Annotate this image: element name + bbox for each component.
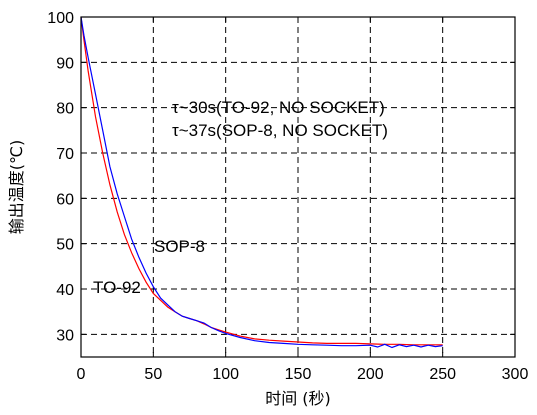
y-tick-label: 30	[56, 327, 74, 344]
series-layer	[80, 16, 443, 349]
x-tick-label: 300	[502, 366, 529, 383]
tick-layer: 0 50 100 150 200 250 300 30 40 50 60 70 80 90 100	[47, 10, 528, 383]
x-tick-label: 50	[144, 366, 162, 383]
series-label-to92: TO-92	[93, 278, 141, 297]
series-line-to-92	[80, 16, 443, 346]
y-axis-label: 输出温度(℃)	[7, 140, 26, 234]
y-tick-label: 100	[47, 10, 74, 27]
x-tick-label: 200	[357, 366, 384, 383]
y-tick-label: 40	[56, 282, 74, 299]
y-tick-label: 70	[56, 146, 74, 163]
annotation-sop8-tau: τ~37s(SOP-8, NO SOCKET)	[172, 121, 388, 140]
series-label-sop8: SOP-8	[154, 237, 205, 256]
x-tick-label: 150	[285, 366, 312, 383]
grid	[81, 17, 515, 357]
y-tick-label: 60	[56, 191, 74, 208]
x-tick-label: 100	[212, 366, 239, 383]
y-tick-label: 90	[56, 55, 74, 72]
annotation-to92-tau: τ~30s(TO-92, NO SOCKET)	[172, 98, 385, 117]
x-axis-label: 时间 (秒)	[265, 389, 331, 408]
y-tick-label: 80	[56, 101, 74, 118]
y-tick-label: 50	[56, 237, 74, 254]
x-tick-label: 0	[77, 366, 86, 383]
series-line-sop-8	[80, 16, 443, 349]
x-tick-label: 250	[429, 366, 456, 383]
